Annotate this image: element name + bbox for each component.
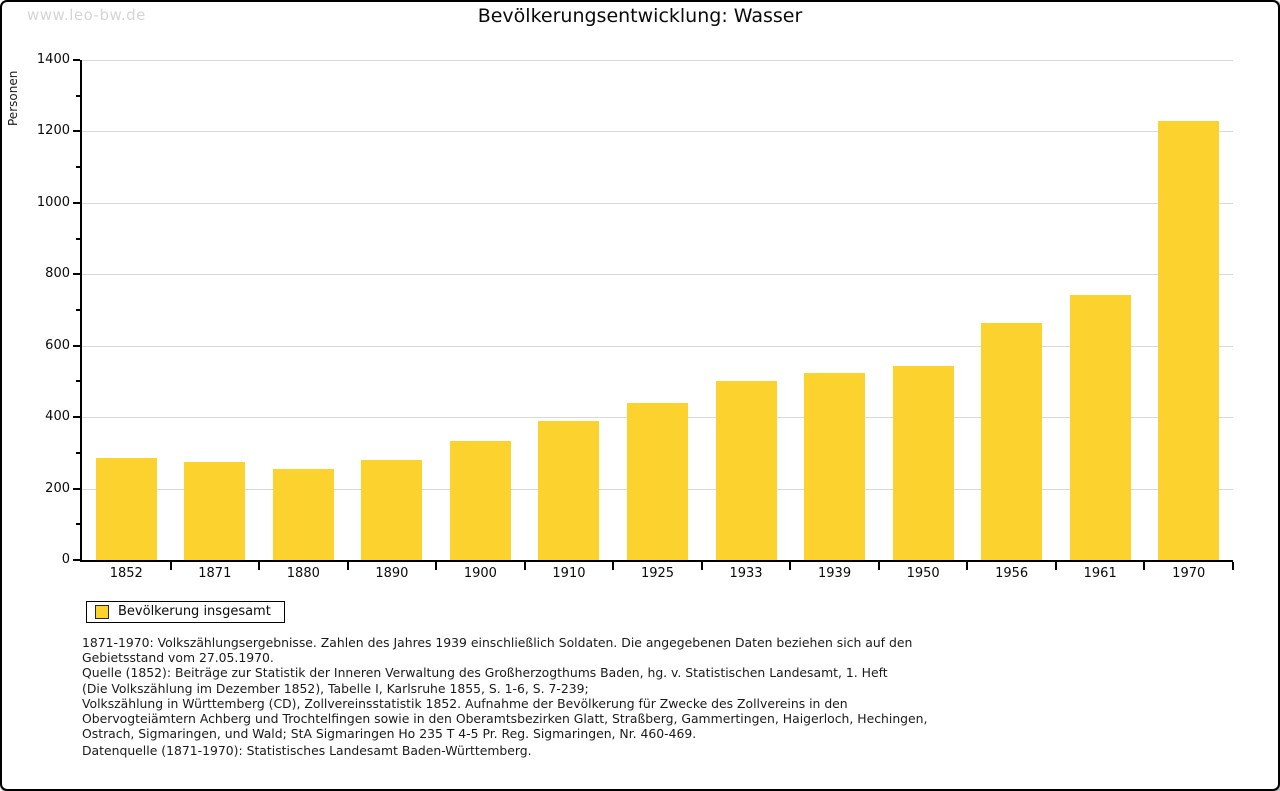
watermark-text: www.leo-bw.de (27, 6, 146, 24)
footnote-line-6: Obervogteiämtern Achberg und Trochtelfin… (82, 711, 928, 727)
footnote-line-3: Quelle (1852): Beiträge zur Statistik de… (82, 665, 888, 681)
x-tick-label-1933: 1933 (729, 566, 763, 581)
x-tick-6 (612, 562, 615, 570)
footnotes: 1871-1970: Volkszählungsergebnisse. Zahl… (82, 635, 927, 741)
x-tick-label-1880: 1880 (286, 566, 320, 581)
y-tick-label-0: 0 (61, 552, 70, 567)
y-tick-label-1400: 1400 (36, 52, 70, 67)
x-tick-label-1961: 1961 (1083, 566, 1117, 581)
x-tick-label-1970: 1970 (1172, 566, 1206, 581)
gridline-1000 (82, 202, 1233, 204)
y-tick-1000 (73, 201, 80, 204)
y-tick-1200 (73, 130, 80, 133)
y-tick-600 (73, 344, 80, 347)
gridline-800 (82, 274, 1233, 276)
legend-label: Bevölkerung insgesamt (118, 604, 271, 619)
y-tick-900 (76, 237, 80, 240)
bar-1880 (272, 468, 334, 560)
y-tick-400 (73, 416, 80, 419)
x-tick-3 (346, 562, 349, 570)
x-tick-7 (700, 562, 703, 570)
bar-1950 (892, 365, 954, 560)
plot-area: 0 200 400 600 800 1000 1200 1400 1852 1871 1880 189… (37, 53, 1234, 581)
x-tick-label-1950: 1950 (906, 566, 940, 581)
bar-1970 (1158, 120, 1220, 560)
y-tick-label-200: 200 (45, 480, 70, 496)
y-tick-1100 (76, 166, 80, 169)
footnote-line-1: 1871-1970: Volkszählungsergebnisse. Zahl… (82, 635, 913, 650)
bar-1933 (715, 380, 777, 560)
y-tick-700 (76, 309, 80, 311)
bar-1961 (1069, 295, 1131, 560)
gridline-600 (82, 345, 1233, 347)
x-tick-label-1890: 1890 (375, 566, 409, 581)
footnote-line-5: Volkszählung in Württemberg (CD), Zollve… (82, 695, 848, 711)
x-tick-label-1956: 1956 (995, 566, 1029, 581)
x-tick-label-1925: 1925 (640, 566, 675, 581)
x-tick-1 (169, 562, 172, 570)
y-tick-label-1200: 1200 (36, 123, 70, 139)
gridline-1400 (82, 60, 1233, 61)
y-tick-1300 (76, 94, 80, 97)
footnote-line-2: Gebietsstand vom 27.05.1970. (82, 650, 274, 666)
x-tick-12 (1143, 562, 1146, 570)
y-tick-500 (76, 380, 80, 383)
x-tick-label-1852: 1852 (109, 566, 143, 581)
y-tick-label-400: 400 (45, 409, 70, 425)
y-axis-title: Personen (6, 70, 20, 126)
y-tick-1400 (73, 59, 80, 61)
x-tick-5 (523, 562, 526, 570)
bar-1939 (804, 372, 866, 560)
x-tick-4 (435, 562, 438, 570)
x-tick-2 (258, 562, 261, 570)
datasource-note: Datenquelle (1871-1970): Statistisches L… (82, 743, 532, 758)
bar-1871 (184, 462, 246, 560)
chart-title: Bevölkerungsentwicklung: Wasser (477, 5, 803, 27)
legend-swatch-icon (95, 604, 109, 619)
bar-1910 (538, 421, 600, 560)
y-tick-0 (73, 559, 80, 561)
x-tick-10 (966, 562, 969, 570)
x-tick-8 (789, 562, 792, 570)
x-tick-9 (877, 562, 880, 570)
y-tick-label-600: 600 (45, 337, 70, 353)
x-tick-label-1900: 1900 (463, 566, 497, 581)
bar-1890 (361, 459, 423, 560)
x-tick-11 (1054, 562, 1057, 570)
y-tick-100 (76, 523, 80, 526)
y-tick-label-800: 800 (45, 266, 70, 282)
y-tick-800 (73, 273, 80, 276)
y-tick-300 (76, 451, 80, 454)
x-tick-label-1939: 1939 (818, 566, 852, 581)
y-tick-200 (73, 487, 80, 490)
bar-1900 (449, 440, 511, 560)
bar-1925 (627, 403, 688, 560)
footnote-line-7: Ostrach, Sigmaringen, und Wald; StA Sigm… (82, 726, 697, 742)
x-tick-13 (1232, 562, 1234, 570)
bar-1852 (95, 457, 157, 560)
x-tick-label-1910: 1910 (552, 566, 586, 581)
y-tick-label-1000: 1000 (36, 194, 70, 210)
x-tick-label-1871: 1871 (198, 566, 232, 581)
footnote-line-4: (Die Volkszählung im Dezember 1852), Tab… (82, 680, 589, 696)
bar-1956 (981, 322, 1043, 560)
legend: Bevölkerung insgesamt (86, 601, 285, 623)
gridline-1200 (82, 131, 1233, 133)
